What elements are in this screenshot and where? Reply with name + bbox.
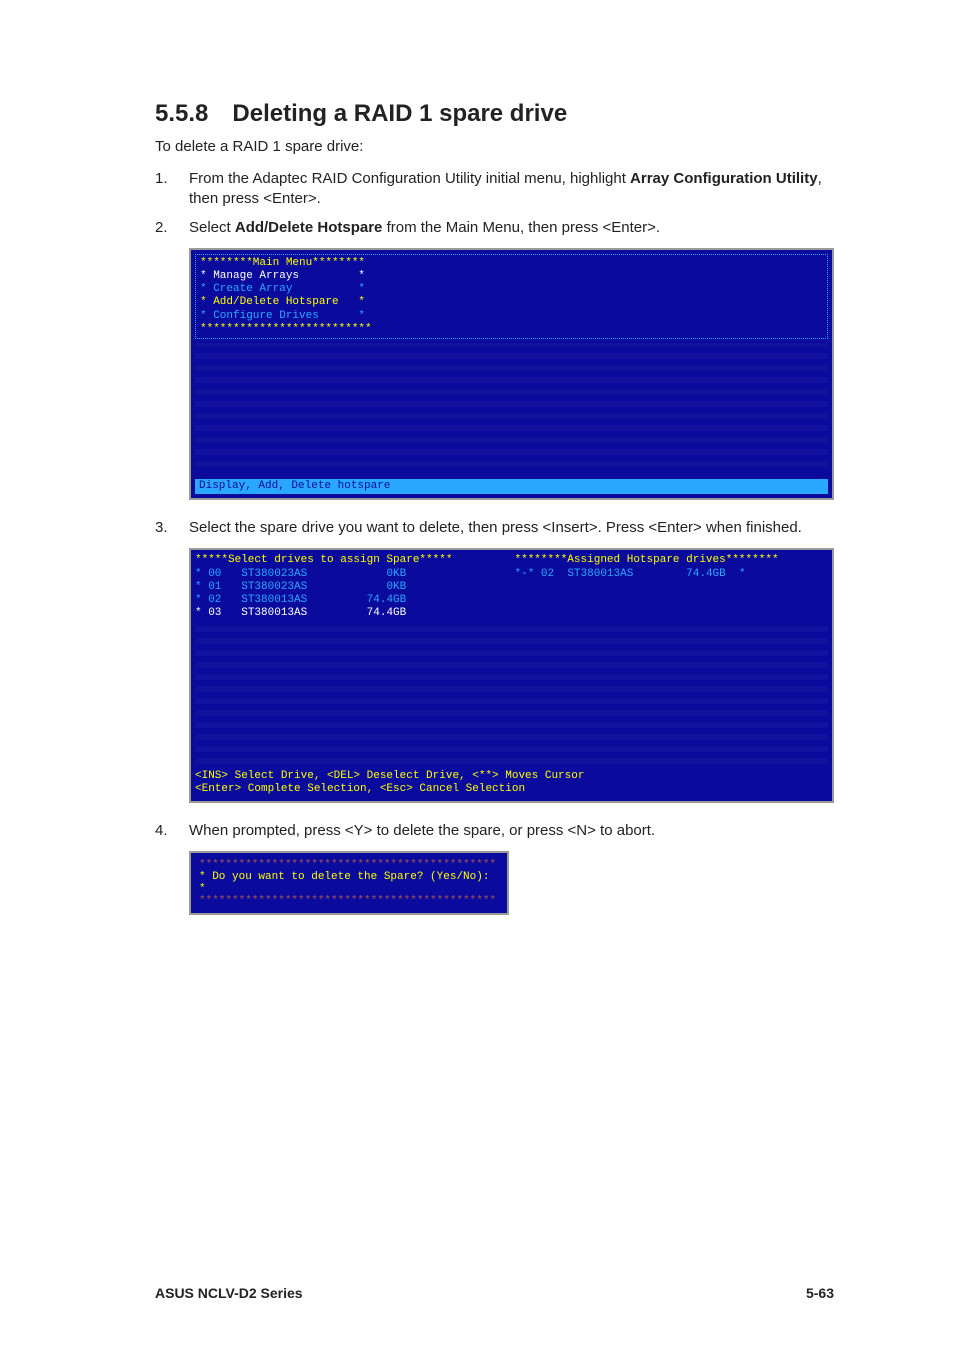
- panel-title: *****Select drives to assign Spare*****: [195, 554, 509, 567]
- screenshot-confirm-dialog: ****************************************…: [189, 851, 509, 915]
- step-2: 2. Select Add/Delete Hotspare from the M…: [155, 218, 834, 238]
- step-number: 2.: [155, 218, 189, 238]
- screenshot-main-menu: ********Main Menu******** * Manage Array…: [189, 248, 834, 500]
- step-body: From the Adaptec RAID Configuration Util…: [189, 169, 834, 210]
- drive-row-selected: * 03 ST380013AS 74.4GB: [195, 607, 509, 620]
- right-panel: ********Assigned Hotspare drives********…: [515, 554, 829, 620]
- menu-item: **************************: [200, 323, 823, 336]
- step-1: 1. From the Adaptec RAID Configuration U…: [155, 169, 834, 210]
- section-heading: 5.5.8 Deleting a RAID 1 spare drive: [155, 100, 834, 128]
- step-3: 3. Select the spare drive you want to de…: [155, 518, 834, 538]
- panel-title: ********Assigned Hotspare drives********: [515, 554, 829, 567]
- menu-item: * Add/Delete Hotspare *: [200, 296, 823, 309]
- bold-text: Add/Delete Hotspare: [235, 219, 383, 236]
- steps-list: 1. From the Adaptec RAID Configuration U…: [155, 169, 834, 238]
- page-footer: ASUS NCLV-D2 Series 5-63: [155, 1285, 834, 1301]
- step-body: Select the spare drive you want to delet…: [189, 518, 834, 538]
- filler-area: [195, 343, 828, 473]
- step-body: When prompted, press <Y> to delete the s…: [189, 821, 834, 841]
- drive-row: * 00 ST380023AS 0KB: [195, 568, 509, 581]
- help-line: <Enter> Complete Selection, <Esc> Cancel…: [195, 783, 828, 796]
- steps-list-cont2: 4. When prompted, press <Y> to delete th…: [155, 821, 834, 841]
- status-bar: Display, Add, Delete hotspare: [195, 479, 828, 494]
- help-line: <INS> Select Drive, <DEL> Deselect Drive…: [195, 770, 828, 783]
- menu-item: * Create Array *: [200, 283, 823, 296]
- step-body: Select Add/Delete Hotspare from the Main…: [189, 218, 834, 238]
- section-title: Deleting a RAID 1 spare drive: [232, 100, 567, 128]
- steps-list-cont: 3. Select the spare drive you want to de…: [155, 518, 834, 538]
- page: 5.5.8 Deleting a RAID 1 spare drive To d…: [0, 0, 954, 1351]
- filler-area: [195, 620, 828, 770]
- bold-text: Array Configuration Utility: [630, 170, 818, 187]
- menu-item: * Configure Drives *: [200, 310, 823, 323]
- drive-row: * 02 ST380013AS 74.4GB: [195, 594, 509, 607]
- step-number: 4.: [155, 821, 189, 841]
- drive-row: * 01 ST380023AS 0KB: [195, 581, 509, 594]
- section-number: 5.5.8: [155, 100, 208, 128]
- footer-right: 5-63: [806, 1285, 834, 1301]
- menu-item: * Manage Arrays *: [200, 270, 823, 283]
- footer-left: ASUS NCLV-D2 Series: [155, 1285, 303, 1301]
- step-4: 4. When prompted, press <Y> to delete th…: [155, 821, 834, 841]
- left-panel: *****Select drives to assign Spare***** …: [195, 554, 509, 620]
- dialog-border: ****************************************…: [199, 895, 499, 907]
- menu-title: ********Main Menu********: [200, 257, 823, 270]
- step-number: 1.: [155, 169, 189, 210]
- dialog-text: * Do you want to delete the Spare? (Yes/…: [199, 871, 499, 895]
- drive-row: *-* 02 ST380013AS 74.4GB *: [515, 568, 829, 581]
- drive-panels: *****Select drives to assign Spare***** …: [195, 554, 828, 620]
- menu-box: ********Main Menu******** * Manage Array…: [195, 254, 828, 339]
- step-number: 3.: [155, 518, 189, 538]
- dialog-border: ****************************************…: [199, 859, 499, 871]
- intro-text: To delete a RAID 1 spare drive:: [155, 138, 834, 155]
- screenshot-select-drives: *****Select drives to assign Spare***** …: [189, 548, 834, 802]
